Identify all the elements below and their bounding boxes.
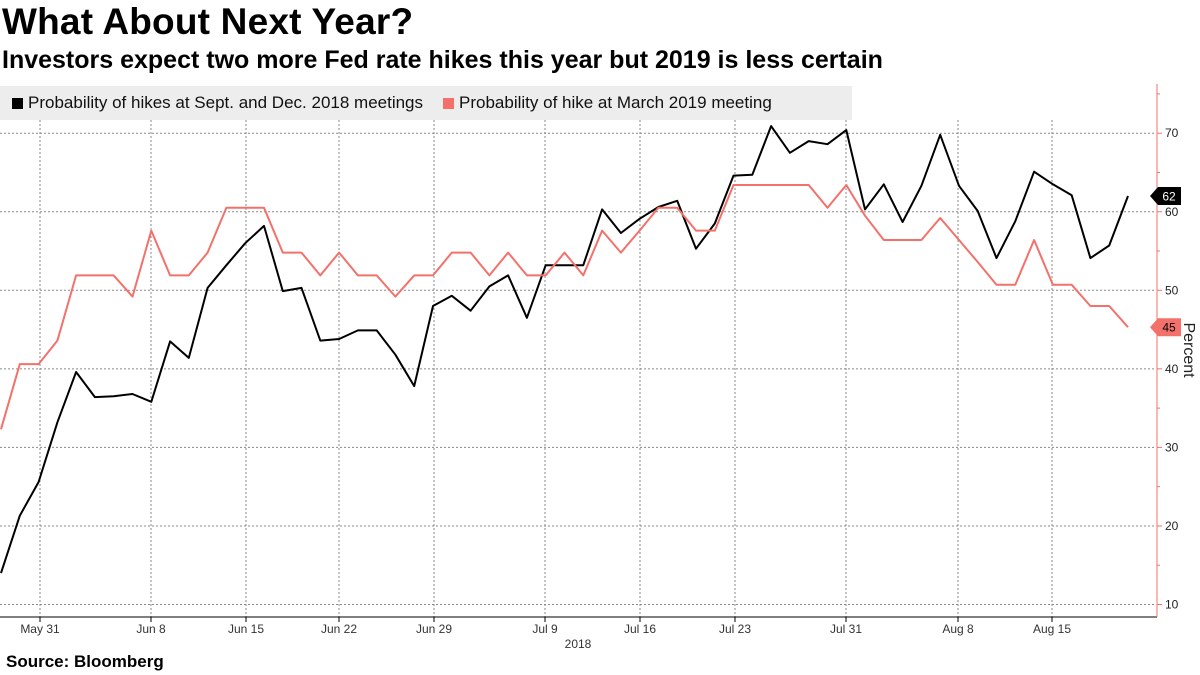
last-value-badge (1150, 187, 1181, 206)
legend-swatch-series1 (12, 97, 23, 109)
y-tick-label: 10 (1165, 598, 1179, 612)
last-value-label: 62 (1162, 190, 1176, 204)
x-group-label: 2018 (565, 637, 592, 651)
x-tick-label: Jul 23 (719, 622, 751, 636)
y-tick-label: 70 (1165, 126, 1179, 140)
legend-item-series1: Probability of hikes at Sept. and Dec. 2… (12, 93, 423, 113)
y-tick-label: 50 (1165, 283, 1179, 297)
x-tick-label: Jul 16 (624, 622, 656, 636)
y-tick-label: 30 (1165, 440, 1179, 454)
x-tick-label: Jun 15 (228, 622, 264, 636)
series-line-1 (0, 125, 1129, 574)
legend-item-series2: Probability of hike at March 2019 meetin… (443, 93, 772, 113)
x-tick-label: Jun 8 (136, 622, 166, 636)
legend-swatch-series2 (443, 97, 455, 109)
legend-label-series2: Probability of hike at March 2019 meetin… (459, 93, 772, 112)
y-tick-label: 60 (1165, 205, 1179, 219)
legend-label-series1: Probability of hikes at Sept. and Dec. 2… (28, 93, 424, 112)
x-tick-label: May 31 (20, 622, 60, 636)
x-tick-label: Aug 8 (942, 622, 974, 636)
x-tick-label: Jul 9 (532, 622, 558, 636)
source-note: Source: Bloomberg (6, 652, 164, 671)
x-tick-label: Jun 29 (416, 622, 452, 636)
chart-title: What About Next Year? (2, 1, 414, 42)
y-tick-label: 20 (1165, 519, 1179, 533)
y-tick-label: 40 (1165, 362, 1179, 376)
x-tick-label: Jun 22 (321, 622, 357, 636)
last-value-badge (1150, 318, 1181, 337)
last-value-label: 45 (1162, 321, 1176, 335)
series-line-2 (0, 184, 1129, 430)
x-tick-label: Aug 15 (1033, 622, 1071, 636)
y-axis-label: Percent (1180, 322, 1197, 378)
x-tick-label: Jul 31 (830, 622, 862, 636)
chart-legend: Probability of hikes at Sept. and Dec. 2… (0, 86, 852, 120)
chart-subtitle: Investors expect two more Fed rate hikes… (2, 46, 883, 74)
